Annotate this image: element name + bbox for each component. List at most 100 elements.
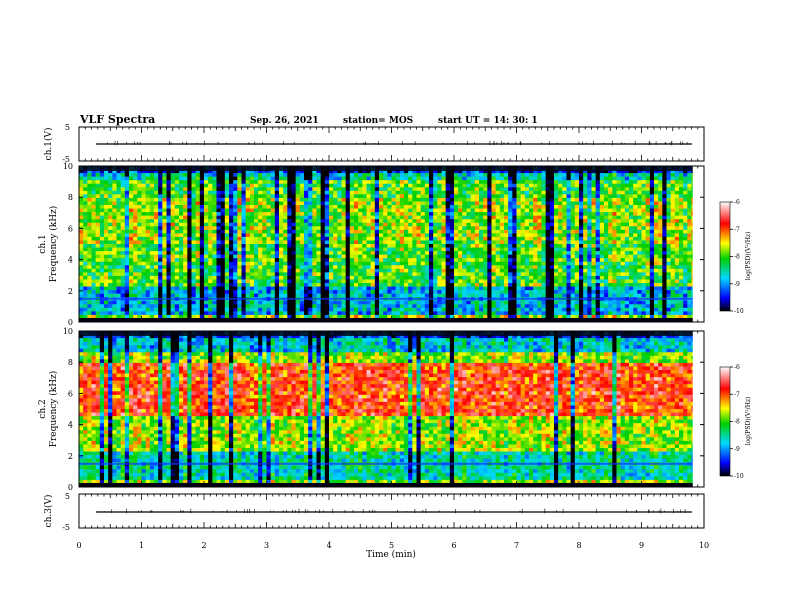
spectrogram-cell	[374, 194, 380, 199]
spectrogram-cell	[437, 183, 442, 188]
spectrogram-cell	[195, 275, 201, 280]
spectrogram-cell	[245, 275, 251, 280]
spectrogram-cell	[441, 233, 447, 238]
spectrogram-cell	[179, 300, 184, 305]
spectrogram-cell	[495, 187, 501, 192]
spectrogram-cell	[162, 212, 167, 217]
spectrogram-cell	[124, 254, 130, 259]
spectrogram-cell	[395, 176, 401, 181]
spectrogram-cell	[216, 197, 222, 202]
spectrogram-cell	[95, 283, 101, 287]
spectrogram-cell	[499, 176, 505, 181]
spectrogram-cell	[158, 304, 163, 309]
spectrogram-cell	[404, 222, 409, 227]
spectrogram-cell	[304, 258, 309, 263]
spectrogram-cell	[304, 300, 309, 305]
spectrogram-cell	[533, 286, 538, 291]
spectrogram-cell	[395, 272, 401, 277]
spectrogram-cell	[212, 219, 217, 224]
spectrogram-cell	[299, 205, 305, 209]
spectrogram-cell	[370, 247, 376, 252]
spectrogram-cell	[212, 258, 217, 263]
spectrogram-cell	[549, 215, 555, 220]
spectrogram-cell	[391, 187, 397, 192]
spectrogram-cell	[120, 205, 126, 209]
spectrogram-cell	[87, 240, 92, 245]
spectrogram-cell	[116, 212, 122, 217]
spectrogram-cell	[308, 222, 313, 227]
spectrogram-cell	[341, 176, 347, 181]
spectrogram-cell	[549, 180, 555, 185]
spectrogram-cell	[224, 205, 230, 209]
spectrogram-cell	[91, 311, 97, 316]
spectrogram-cell	[454, 173, 459, 178]
spectrogram-cell	[312, 251, 317, 256]
spectrogram-cell	[141, 205, 147, 209]
spectrogram-cell	[299, 183, 305, 188]
spectrogram-cell	[454, 293, 459, 298]
spectrogram-cell	[220, 208, 226, 213]
spectrogram-cell	[433, 283, 438, 287]
spectrogram-cell	[474, 272, 480, 277]
spectrogram-cell	[79, 304, 84, 309]
spectrogram-cell	[154, 236, 159, 241]
spectrogram-cell	[112, 173, 117, 178]
spectrogram-cell	[224, 176, 230, 181]
spectrogram-cell	[345, 226, 351, 231]
spectrogram-cell	[491, 222, 497, 227]
spectrogram-cell	[349, 279, 355, 284]
spectrogram-cell	[512, 290, 517, 295]
spectrogram-cell	[287, 290, 292, 295]
spectrogram-cell	[299, 240, 305, 245]
spectrogram-cell	[491, 314, 497, 319]
spectrogram-cell	[545, 201, 551, 206]
spectrogram-cell	[395, 233, 401, 238]
spectrogram-cell	[366, 190, 372, 195]
spectrogram-cell	[162, 279, 167, 284]
spectrogram-cell	[424, 254, 430, 259]
spectrogram-cell	[187, 233, 192, 238]
spectrogram-cell	[316, 247, 322, 252]
spectrogram-cell	[329, 212, 334, 217]
spectrogram-cell	[445, 314, 451, 319]
spectrogram-cell	[499, 247, 505, 252]
spectrogram-cell	[91, 314, 97, 319]
spectrogram-cell	[445, 197, 451, 202]
spectrogram-cell	[399, 265, 405, 270]
spectrogram-cell	[408, 187, 413, 192]
spectrogram-cell	[445, 258, 451, 263]
spectrogram-cell	[533, 251, 538, 256]
spectrogram-cell	[220, 173, 226, 178]
spectrogram-cell	[441, 272, 447, 277]
spectrogram-cell	[312, 268, 317, 273]
spectrogram-cell	[279, 219, 284, 224]
spectrogram-cell	[208, 247, 213, 252]
spectrogram-cell	[137, 283, 142, 287]
spectrogram-cell	[308, 311, 313, 316]
spectrogram-cell	[112, 219, 117, 224]
spectrogram-cell	[337, 314, 342, 319]
spectrogram-cell	[466, 265, 472, 270]
spectrogram-cell	[141, 304, 147, 309]
spectrogram-cell	[95, 226, 101, 231]
spectrogram-cell	[212, 176, 217, 181]
spectrogram-cell	[424, 190, 430, 195]
spectrogram-cell	[487, 268, 492, 273]
spectrogram-cell	[287, 275, 292, 280]
spectrogram-cell	[249, 265, 255, 270]
spectrogram-cell	[337, 173, 342, 178]
spectrogram-cell	[404, 293, 409, 298]
spectrogram-cell	[416, 300, 422, 305]
spectrogram-cell	[445, 304, 451, 309]
spectrogram-cell	[387, 197, 392, 202]
spectrogram-cell	[524, 293, 530, 298]
spectrogram-cell	[149, 307, 155, 312]
spectrogram-cell	[520, 169, 526, 174]
spectrogram-cell	[229, 169, 234, 174]
spectrogram-cell	[316, 283, 322, 287]
spectrogram-cell	[379, 190, 384, 195]
spectrogram-cell	[379, 236, 384, 241]
spectrogram-cell	[229, 212, 234, 217]
spectrogram-cell	[279, 173, 284, 178]
spectrogram-cell	[537, 197, 542, 202]
